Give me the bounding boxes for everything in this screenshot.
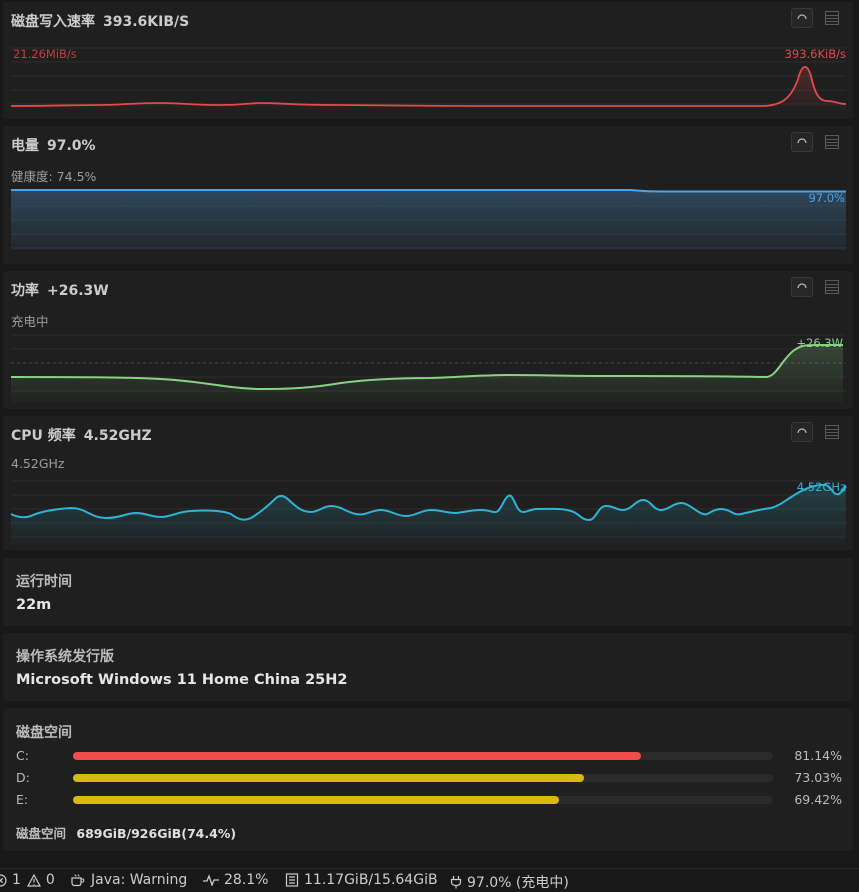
memory-status-text: 11.17GiB/15.64GiB (304, 872, 438, 888)
cpu-current-label: 4.52GHz (797, 480, 846, 494)
disk-write-chart: 21.26MiB/s 393.6KiB/s (10, 47, 847, 110)
disk-space-summary-label: 磁盘空间 (16, 826, 67, 841)
drive-percent: 81.14% (794, 748, 842, 763)
disk-space-panel: 磁盘空间 C: 81.14% D: 73.03% E: 69.42% 磁盘空间 689Gi… (3, 708, 853, 851)
drive-percent: 69.42% (794, 792, 842, 807)
drive-row: D: 73.03% (16, 770, 842, 786)
disk-write-current-label: 393.6KiB/s (785, 47, 846, 61)
status-bar: 1 0 Java: Warning 28.1% 11.17GiB/15.64Gi… (0, 868, 859, 892)
refresh-button[interactable] (791, 422, 813, 442)
cpu-area (11, 484, 846, 546)
drive-usage-fill (73, 774, 585, 782)
cpu-title: CPU 频率 (11, 428, 76, 444)
battery-value: 97.0% (47, 138, 96, 154)
refresh-icon (797, 283, 807, 289)
power-value: +26.3W (47, 283, 109, 299)
cpu-value: 4.52GHZ (83, 428, 152, 444)
refresh-button[interactable] (791, 132, 813, 152)
warning-icon (26, 873, 41, 887)
drive-label: C: (16, 748, 29, 763)
drive-percent: 73.03% (794, 770, 842, 785)
drive-usage-fill (73, 752, 641, 760)
error-icon (0, 873, 7, 887)
refresh-icon (797, 428, 807, 434)
problems-indicator[interactable]: 1 0 (0, 872, 55, 888)
drive-label: D: (16, 770, 30, 785)
panel-title: 磁盘写入速率 393.6KIB/S (11, 11, 189, 31)
disk-write-title: 磁盘写入速率 (11, 14, 95, 30)
power-panel: 功率 +26.3W 充电中 +26.3W (3, 271, 853, 409)
cpu-status[interactable]: 28.1% (203, 872, 268, 888)
drive-usage-track (73, 774, 773, 782)
disk-write-panel: 磁盘写入速率 393.6KIB/S 21.26MiB/s 393.6KiB/s (3, 2, 853, 119)
java-status-text: Java: Warning (91, 872, 188, 888)
list-button[interactable] (821, 277, 843, 297)
list-icon (825, 425, 839, 439)
battery-panel: 电量 97.0% 健康度: 74.5% 97.0% (3, 126, 853, 264)
battery-health: 健康度: 74.5% (11, 169, 97, 184)
battery-chart: 97.0% (11, 189, 846, 250)
battery-status-text: 97.0% (充电中) (467, 875, 569, 891)
list-icon (825, 11, 839, 25)
drive-row: C: 81.14% (16, 748, 842, 764)
list-icon (825, 280, 839, 294)
list-button[interactable] (821, 8, 843, 28)
os-panel: 操作系统发行版 Microsoft Windows 11 Home China … (3, 633, 853, 701)
disk-write-max-label: 21.26MiB/s (13, 47, 77, 61)
coffee-icon (71, 874, 85, 887)
drive-usage-track (73, 796, 773, 804)
refresh-icon (797, 14, 807, 20)
cpu-chart: 4.52GHz (10, 480, 847, 546)
power-current-label: +26.3W (796, 336, 843, 350)
disk-space-summary: 磁盘空间 689GiB/926GiB(74.4%) (16, 823, 236, 842)
pulse-icon (203, 874, 219, 886)
os-title: 操作系统发行版 (16, 649, 114, 665)
list-button[interactable] (821, 422, 843, 442)
list-icon (825, 135, 839, 149)
disk-space-title: 磁盘空间 (16, 725, 72, 741)
power-status: 充电中 (11, 314, 49, 329)
disk-write-value: 393.6KIB/S (103, 14, 190, 30)
battery-status[interactable]: 97.0% (充电中) (450, 872, 569, 892)
refresh-button[interactable] (791, 277, 813, 297)
disk-write-line (10, 66, 847, 107)
java-status[interactable]: Java: Warning (70, 872, 187, 888)
panel-title: 电量 97.0% (11, 135, 96, 155)
cpu-sub: 4.52GHz (11, 456, 65, 471)
warning-count: 0 (45, 872, 55, 888)
cpu-panel: CPU 频率 4.52GHZ 4.52GHz 4.52GHz (3, 416, 853, 550)
battery-line (11, 189, 846, 193)
panel-title: 功率 +26.3W (11, 280, 109, 300)
memory-icon (285, 873, 299, 887)
uptime-panel: 运行时间 22m (3, 558, 853, 626)
drive-usage-fill (73, 796, 559, 804)
battery-title: 电量 (11, 138, 39, 154)
plug-icon (450, 876, 462, 889)
disk-space-summary-value: 689GiB/926GiB(74.4%) (76, 826, 237, 841)
power-title: 功率 (11, 283, 39, 299)
refresh-button[interactable] (791, 8, 813, 28)
power-chart: +26.3W (10, 334, 846, 403)
refresh-icon (797, 138, 807, 144)
drive-usage-track (73, 752, 773, 760)
error-count: 1 (12, 872, 21, 888)
cpu-line (10, 483, 847, 522)
list-button[interactable] (821, 132, 843, 152)
uptime-value: 22m (16, 597, 52, 613)
cpu-status-text: 28.1% (224, 872, 269, 888)
os-value: Microsoft Windows 11 Home China 25H2 (16, 672, 348, 688)
drive-label: E: (16, 792, 29, 807)
power-line (10, 344, 843, 391)
uptime-title: 运行时间 (16, 574, 72, 590)
power-area (11, 345, 843, 403)
battery-current-label: 97.0% (808, 191, 845, 205)
drive-row: E: 69.42% (16, 792, 842, 808)
memory-status[interactable]: 11.17GiB/15.64GiB (285, 872, 438, 888)
panel-title: CPU 频率 4.52GHZ (11, 425, 152, 445)
